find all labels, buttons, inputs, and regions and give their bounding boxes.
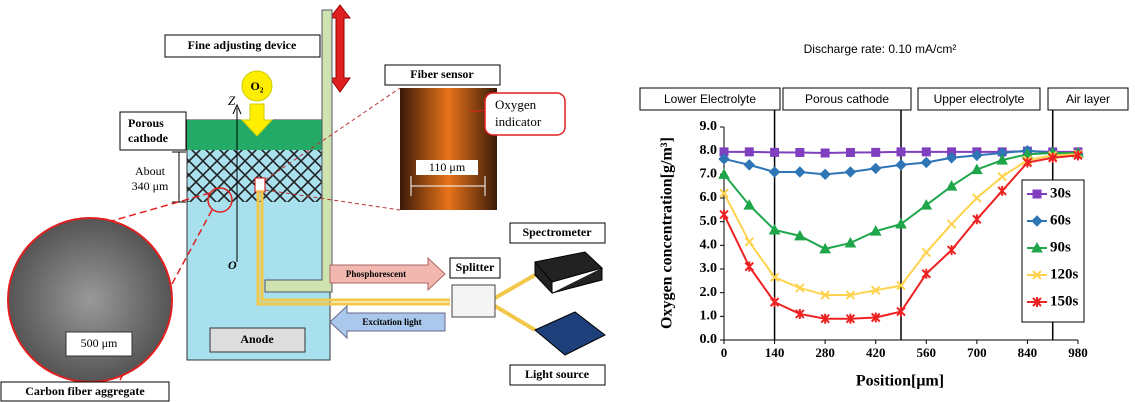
label: O₂ xyxy=(251,79,264,93)
label: About xyxy=(135,164,166,178)
x-tick-label: 840 xyxy=(1018,345,1038,360)
marker xyxy=(845,238,855,247)
marker xyxy=(846,149,854,157)
y-tick-label: 4.0 xyxy=(700,238,718,253)
label: Excitation light xyxy=(362,317,421,327)
x-tick-label: 140 xyxy=(765,345,785,360)
y-tick-label: 8.0 xyxy=(700,143,718,158)
y-tick-label: 5.0 xyxy=(700,214,718,229)
sensor-photo xyxy=(400,88,497,210)
x-tick-label: 980 xyxy=(1068,345,1088,360)
y-tick-label: 7.0 xyxy=(700,167,718,182)
marker xyxy=(820,169,830,179)
y-axis-title: Oxygen concentration[g/m³] xyxy=(659,137,676,329)
x-tick-label: 560 xyxy=(917,345,937,360)
y-tick-label: 9.0 xyxy=(700,119,718,134)
marker xyxy=(922,148,930,156)
figure: Fine adjusting device Anode O₂ Z O Porou… xyxy=(0,0,1135,402)
legend-label: 30s xyxy=(1050,185,1071,201)
marker xyxy=(745,262,753,272)
marker xyxy=(745,238,753,246)
region-label: Porous cathode xyxy=(805,92,889,106)
marker xyxy=(973,194,981,202)
x-tick-label: 0 xyxy=(721,345,728,360)
legend-label: 90s xyxy=(1050,239,1071,255)
legend-label: 150s xyxy=(1050,293,1079,309)
region-label: Upper electrolyte xyxy=(934,92,1025,106)
fiber xyxy=(495,275,535,330)
marker xyxy=(871,163,881,173)
marker xyxy=(973,214,981,224)
label: Z xyxy=(228,93,236,108)
label: Spectrometer xyxy=(522,225,592,239)
x-axis-title: Position[μm] xyxy=(856,373,944,390)
label: Light source xyxy=(525,367,590,381)
marker xyxy=(795,167,805,177)
x-tick-label: 420 xyxy=(866,345,886,360)
thickness-bracket xyxy=(172,152,186,202)
marker xyxy=(744,160,754,170)
sensor-tip xyxy=(255,178,265,192)
marker xyxy=(771,148,779,156)
x-tick-label: 700 xyxy=(967,345,987,360)
light-source-device xyxy=(535,312,605,355)
marker xyxy=(948,220,956,228)
label: Phosphorescent xyxy=(346,269,406,279)
region-label: Lower Electrolyte xyxy=(664,92,756,106)
y-tick-label: 6.0 xyxy=(700,190,718,205)
label: cathode xyxy=(128,131,169,145)
label: 340 μm xyxy=(132,179,169,193)
label: 110 μm xyxy=(429,160,466,174)
y-tick-label: 1.0 xyxy=(700,309,718,324)
y-tick-label: 2.0 xyxy=(700,285,718,300)
label: Oxygen xyxy=(495,97,537,112)
marker xyxy=(872,148,880,156)
marker xyxy=(922,269,930,279)
marker xyxy=(947,181,957,190)
page: {"diagram": { "fine_adjusting_device": "… xyxy=(0,0,1135,402)
y-tick-label: 3.0 xyxy=(700,261,718,276)
marker xyxy=(998,173,1006,181)
region-label: Air layer xyxy=(1066,92,1110,106)
x-tick-label: 280 xyxy=(815,345,835,360)
marker xyxy=(845,167,855,177)
marker xyxy=(745,148,753,156)
legend-label: 120s xyxy=(1050,266,1079,282)
marker xyxy=(948,245,956,255)
marker xyxy=(896,160,906,170)
marker xyxy=(922,248,930,256)
chart-title: Discharge rate: 0.10 mA/cm² xyxy=(804,42,957,56)
marker xyxy=(921,158,931,168)
label: indicator xyxy=(495,114,542,129)
marker xyxy=(796,149,804,157)
marker xyxy=(1033,190,1041,198)
label: 500 μm xyxy=(81,336,118,350)
spectrometer-device xyxy=(535,252,602,293)
marker xyxy=(771,297,779,307)
marker xyxy=(770,167,780,177)
label: Carbon fiber aggregate xyxy=(25,384,145,398)
splitter-box xyxy=(452,285,495,317)
label: O xyxy=(228,258,237,272)
marker xyxy=(998,186,1006,196)
label: Fine adjusting device xyxy=(188,38,297,52)
marker xyxy=(821,149,829,157)
marker xyxy=(720,210,728,220)
y-tick-label: 0.0 xyxy=(700,332,718,347)
label: Porous xyxy=(128,116,164,130)
sem-image xyxy=(8,218,172,382)
label: Anode xyxy=(240,332,274,346)
diagram: Fine adjusting device Anode O₂ Z O Porou… xyxy=(1,5,605,401)
label: Splitter xyxy=(456,260,495,274)
label: Fiber sensor xyxy=(410,67,474,81)
adjust-arrow xyxy=(330,5,350,92)
marker xyxy=(897,148,905,156)
legend-label: 60s xyxy=(1050,212,1071,228)
